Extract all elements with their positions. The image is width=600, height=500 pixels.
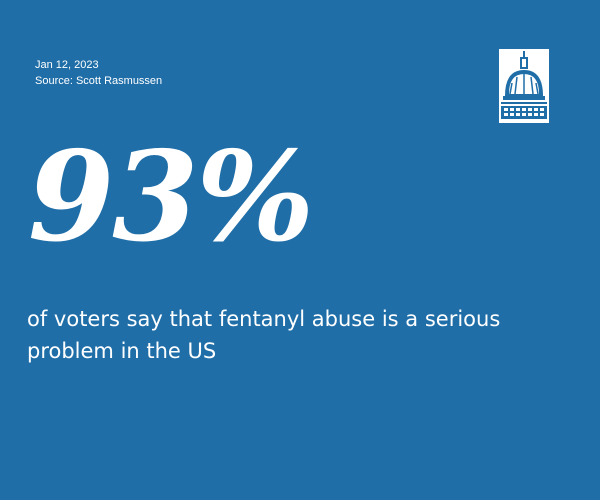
date-label: Jan 12, 2023: [35, 59, 99, 71]
stat-caption: of voters say that fentanyl abuse is a s…: [27, 307, 501, 363]
capitol-dome-icon: [499, 49, 549, 123]
stat-percentage: 93%: [28, 125, 314, 270]
meta-info: Jan 12, 2023 Source: Scott Rasmussen: [35, 57, 162, 89]
source-label: Source: Scott Rasmussen: [35, 75, 163, 87]
